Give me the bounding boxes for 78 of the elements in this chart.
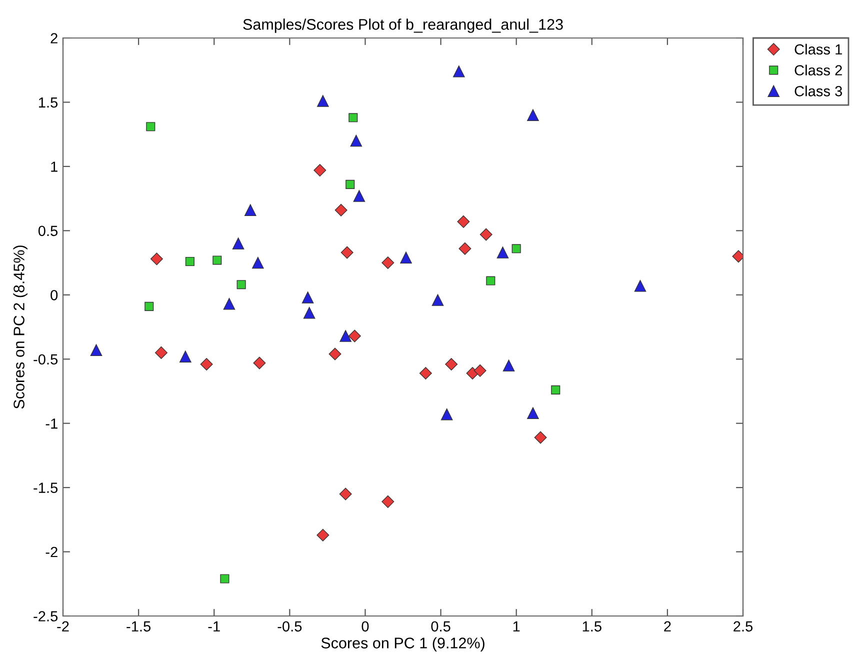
point <box>340 246 354 259</box>
y-tick-label: 1.5 <box>38 97 58 108</box>
point <box>382 256 394 270</box>
point <box>348 113 358 122</box>
point <box>534 431 547 444</box>
point <box>346 180 355 189</box>
point <box>353 190 366 202</box>
x-tick-label: 0 <box>362 621 369 632</box>
point <box>453 65 465 78</box>
point <box>440 408 453 420</box>
point <box>634 280 646 292</box>
point <box>253 356 266 370</box>
point <box>458 242 472 255</box>
y-tick-label: -2 <box>46 546 58 558</box>
point <box>179 350 192 362</box>
point <box>486 276 496 286</box>
y-tick-label: -0.5 <box>34 354 58 365</box>
point <box>527 407 539 419</box>
point <box>340 330 352 342</box>
x-tick-label: 2 <box>664 621 671 632</box>
y-tick-label: -2.5 <box>34 611 58 622</box>
point <box>527 109 539 121</box>
point <box>223 298 236 310</box>
point <box>316 528 330 542</box>
point <box>457 215 470 228</box>
x-tick-label: -1.5 <box>126 621 151 632</box>
point <box>551 385 560 394</box>
point <box>302 292 314 304</box>
point <box>328 348 342 360</box>
point <box>252 256 264 269</box>
y-tick-label: -1 <box>46 418 58 429</box>
y-tick-label: 1 <box>51 162 58 172</box>
x-tick-label: 1 <box>513 621 520 632</box>
point <box>150 252 163 266</box>
point <box>232 238 244 250</box>
point <box>502 360 515 372</box>
point <box>432 294 444 306</box>
legend-label: Class 1 <box>794 44 842 55</box>
point <box>400 252 412 264</box>
y-tick-label: 0 <box>50 290 58 300</box>
point <box>185 256 194 266</box>
point <box>212 256 222 265</box>
point <box>90 344 102 356</box>
point <box>419 367 432 380</box>
point <box>314 164 326 177</box>
x-tick-label: 0.5 <box>431 621 450 632</box>
y-tick-label: 0.5 <box>38 226 58 236</box>
legend-label: Class 3 <box>794 86 842 96</box>
legend-label: Class 2 <box>794 64 842 76</box>
point <box>200 358 213 370</box>
x-tick-label: 1.5 <box>582 621 602 632</box>
x-tick-label: -0.5 <box>278 621 302 632</box>
point <box>303 306 316 319</box>
y-axis-title: Scores on PC 2 (8.45%) <box>13 246 28 409</box>
x-tick-label: -1 <box>208 621 220 632</box>
point <box>480 228 492 241</box>
point <box>382 495 394 508</box>
x-tick-label: -2 <box>57 621 69 632</box>
point <box>236 280 246 290</box>
point <box>348 330 361 342</box>
point <box>445 358 458 370</box>
x-axis-title: Scores on PC 1 (9.12%) <box>321 637 484 652</box>
point <box>146 122 156 132</box>
point <box>350 134 362 147</box>
y-tick-label: 2 <box>50 33 58 44</box>
point <box>317 95 329 107</box>
point <box>220 574 230 584</box>
point <box>339 488 352 500</box>
chart-title: Samples/Scores Plot of b_rearanged_anul_123 <box>243 18 563 33</box>
point <box>154 346 168 359</box>
point <box>512 244 521 254</box>
x-tick-label: 2.5 <box>734 621 753 632</box>
point <box>144 302 154 311</box>
y-tick-label: -1.5 <box>34 482 58 493</box>
point <box>496 246 509 258</box>
point <box>334 204 348 216</box>
point <box>474 364 486 377</box>
point <box>244 204 256 216</box>
